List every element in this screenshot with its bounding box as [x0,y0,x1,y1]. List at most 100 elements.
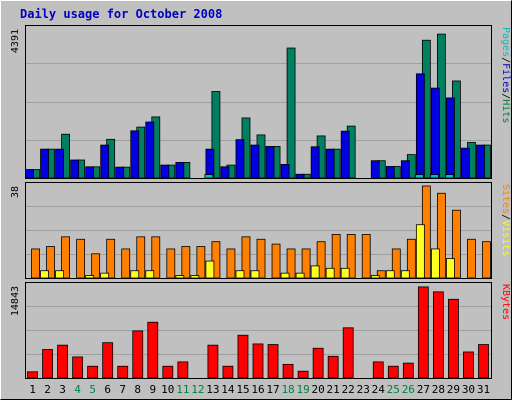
bar-files-day-19 [295,173,305,179]
bar-sites-day-8 [130,270,140,279]
bar-sites-day-20 [310,265,320,279]
panel-kbytes-legend: KBytes [500,284,511,320]
bar-kbytes-day-27 [417,286,429,379]
x-tick-label-day-25: 25 [387,383,400,396]
bar-kbytes-day-19 [297,370,309,379]
legend-item: / [500,93,511,99]
bar-visits-day-19 [301,248,311,279]
x-tick-label-day-22: 22 [342,383,355,396]
bar-visits-day-3 [61,236,70,279]
bar-visits-day-14 [226,248,236,279]
bar-files-day-6 [100,144,110,179]
x-tick-label-day-18: 18 [281,383,294,396]
x-tick-label-day-16: 16 [251,383,264,396]
bar-visits-day-7 [121,248,131,279]
bar-sites-day-21 [325,267,335,279]
bar-kbytes-day-16 [252,343,264,379]
bar-sites-day-3 [55,270,64,279]
bar-kbytes-day-13 [207,344,219,379]
x-tick-label-day-15: 15 [236,383,249,396]
bar-files-day-14 [220,166,230,179]
bar-files-day-28 [430,87,440,179]
panel-visits-legend: Sites/Visits [500,184,511,256]
x-tick-label-day-21: 21 [327,383,340,396]
bar-pages-day-29 [445,174,454,179]
bar-files-day-24 [370,160,380,179]
x-tick-label-day-27: 27 [417,383,430,396]
x-tick-label-day-28: 28 [432,383,445,396]
bar-hits-day-13 [211,91,221,179]
bar-kbytes-day-5 [87,365,99,379]
bar-files-day-2 [40,148,49,179]
bar-kbytes-day-24 [372,361,384,379]
bar-visits-day-12 [196,246,206,279]
x-tick-label-day-1: 1 [29,383,36,396]
bar-kbytes-day-15 [237,334,249,379]
bar-visits-day-4 [76,238,86,279]
bar-files-day-11 [175,161,185,179]
panel-hits-legend: Pages/Files/Hits [500,27,511,123]
bar-files-day-8 [130,130,140,179]
bar-kbytes-day-21 [327,355,339,379]
bar-visits-day-25 [391,248,401,279]
bar-files-day-13 [205,148,215,179]
x-tick-label-day-4: 4 [74,383,81,396]
legend-item: Files [500,63,511,93]
bar-visits-day-10 [166,248,176,279]
x-tick-label-day-20: 20 [312,383,325,396]
bar-files-day-27 [415,73,425,179]
bar-files-day-31 [476,144,485,179]
bar-kbytes-day-4 [72,356,84,379]
panel-kbytes-max-label: 14843 [10,286,21,316]
bar-files-day-21 [325,148,335,179]
bar-sites-day-18 [280,272,290,279]
bar-kbytes-day-7 [117,365,129,379]
x-tick-label-day-19: 19 [296,383,309,396]
bar-kbytes-day-31 [478,344,489,379]
bar-sites-day-27 [415,224,425,279]
bar-files-day-1 [25,169,34,179]
bar-visits-day-22 [346,234,356,279]
x-tick-label-day-2: 2 [44,383,51,396]
bar-kbytes-day-25 [387,365,399,379]
bar-files-day-5 [85,166,95,179]
bar-visits-day-17 [271,243,281,279]
bar-sites-day-29 [446,258,455,279]
bar-visits-day-24 [376,270,386,279]
bar-pages-day-13 [204,174,214,179]
bar-visits-day-29 [452,209,461,279]
bar-visits-day-5 [91,253,101,279]
x-tick-label-day-24: 24 [372,383,386,396]
bar-kbytes-day-29 [448,298,459,379]
bar-files-day-25 [385,166,395,179]
bar-visits-day-15 [241,236,251,279]
legend-item: Visits [500,220,511,256]
x-tick-label-day-17: 17 [266,383,279,396]
bar-visits-day-21 [331,234,341,279]
bar-visits-day-8 [136,236,146,279]
bar-files-day-17 [265,146,275,179]
bar-files-day-22 [340,130,350,179]
bar-visits-day-6 [106,238,116,279]
x-tick-label-day-13: 13 [206,383,219,396]
bar-kbytes-day-1 [27,371,38,379]
bar-sites-day-11 [175,275,185,279]
legend-item: KBytes [500,284,511,320]
bar-sites-day-6 [100,272,110,279]
bar-visits-day-23 [361,234,371,279]
bar-sites-day-25 [385,270,395,279]
x-tick-label-day-31: 31 [477,383,490,396]
bar-kbytes-day-11 [177,361,189,379]
bar-sites-day-26 [400,270,410,279]
bar-files-day-15 [235,139,245,179]
bar-kbytes-day-10 [162,365,174,379]
bar-sites-day-19 [295,272,305,279]
bar-kbytes-day-6 [102,342,114,379]
bar-visits-day-18 [286,248,296,279]
bar-sites-day-12 [190,275,200,279]
bar-sites-day-28 [430,248,440,279]
bar-kbytes-day-28 [432,291,444,379]
bar-kbytes-day-2 [42,349,53,379]
bar-kbytes-day-9 [147,321,159,379]
